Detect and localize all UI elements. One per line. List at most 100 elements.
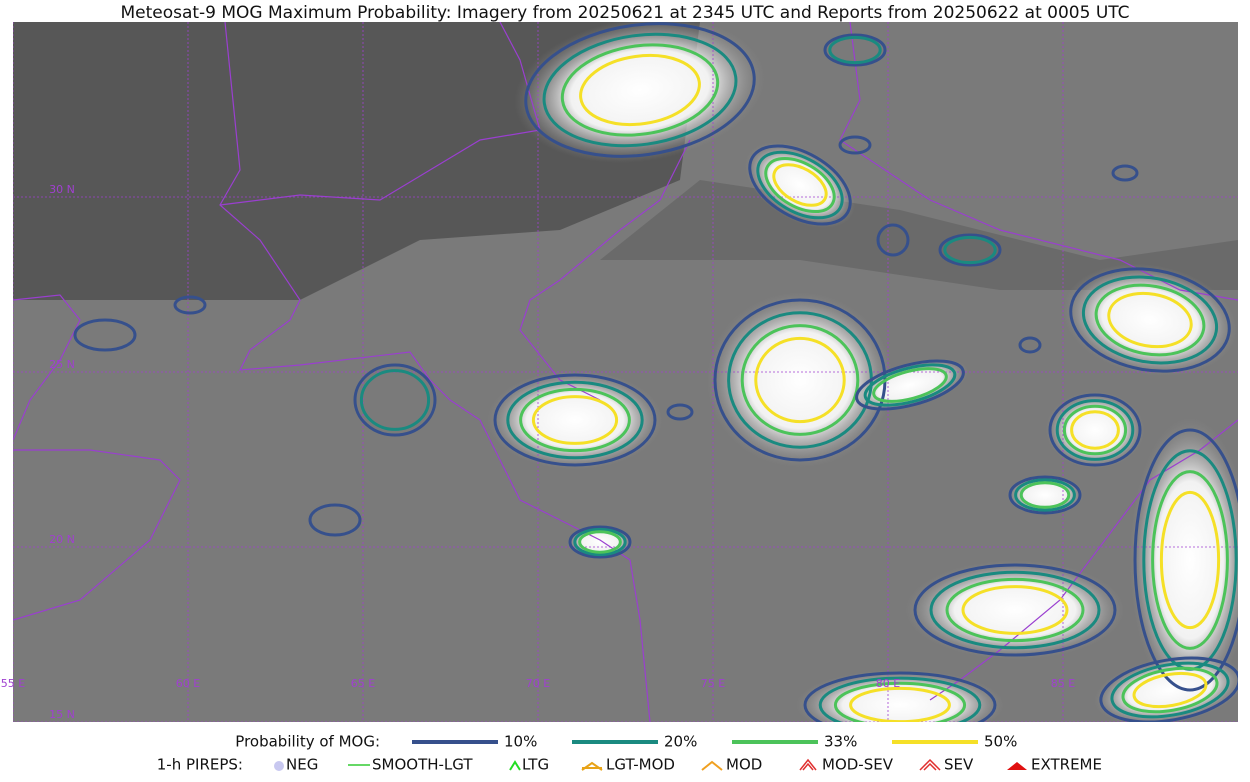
contour	[740, 324, 860, 436]
legend-title: Probability of MOG:	[235, 733, 380, 751]
contour	[754, 336, 846, 424]
lat-label: 25 N	[49, 358, 75, 371]
contour	[1107, 291, 1193, 349]
cloud	[706, 292, 894, 468]
legend-label: LTG	[522, 756, 549, 774]
cloud	[851, 358, 969, 412]
pirep-icon	[799, 758, 817, 771]
legend-label: 50%	[984, 733, 1017, 751]
contour	[573, 527, 627, 557]
lat-label: 20 N	[49, 533, 75, 546]
contour	[748, 144, 852, 226]
contour	[1133, 428, 1238, 692]
cloud	[487, 370, 663, 470]
contour	[863, 363, 957, 407]
contour	[1132, 671, 1208, 709]
title: Meteosat-9 MOG Maximum Probability: Imag…	[120, 3, 1129, 23]
cloud	[905, 560, 1125, 660]
legend-label: EXTREME	[1031, 756, 1102, 774]
legend-label: SMOOTH-LGT	[372, 756, 473, 774]
contour	[359, 369, 431, 431]
contour	[1099, 656, 1238, 722]
lon-label: 75 E	[701, 677, 725, 690]
contour	[493, 373, 657, 467]
contour	[1008, 475, 1082, 515]
contour	[1121, 666, 1219, 714]
contour	[1070, 410, 1120, 450]
legend-title: 1-h PIREPS:	[157, 756, 243, 774]
contour	[833, 681, 967, 722]
grid-labels: 55 E 60 E 65 E 70 E 75 E 80 E 85 E 30 N 25 N 20 N…	[1, 183, 1075, 721]
contour	[1069, 267, 1231, 373]
contour	[173, 295, 207, 315]
contour	[1014, 478, 1076, 512]
lon-label: 85 E	[1051, 677, 1075, 690]
contour	[568, 525, 632, 559]
contour	[578, 530, 622, 554]
contour	[579, 54, 701, 126]
contour	[849, 686, 951, 722]
map	[13, 22, 1238, 722]
legend-label: 33%	[824, 733, 857, 751]
legend-label: NEG	[286, 756, 318, 774]
pirep-icon	[509, 760, 521, 771]
contour	[1062, 404, 1128, 456]
contours	[73, 22, 1238, 722]
legend-label: MOD-SEV	[822, 756, 894, 774]
contour	[542, 32, 738, 148]
pirep-icon	[1007, 762, 1027, 770]
lon-label: 80 E	[876, 677, 900, 690]
contour	[506, 380, 644, 460]
contour	[1110, 661, 1230, 719]
contour	[913, 563, 1117, 657]
contour	[1048, 393, 1142, 467]
contour	[945, 577, 1085, 643]
lon-label: 55 E	[1, 677, 25, 690]
contour	[756, 150, 844, 220]
lat-label: 15 N	[49, 708, 75, 721]
legend-label: LGT-MOD	[606, 756, 675, 774]
legend-label: SEV	[944, 756, 974, 774]
contour	[560, 43, 720, 137]
contour	[666, 403, 694, 421]
contour	[764, 156, 836, 214]
contour	[803, 671, 997, 722]
contour	[1019, 481, 1071, 509]
pirep-icon	[919, 758, 941, 771]
contour	[876, 223, 910, 257]
lat-label: 30 N	[49, 183, 75, 196]
legend-label: 10%	[504, 733, 537, 751]
pirep-icon	[274, 761, 284, 771]
contour	[818, 676, 982, 722]
pirep-icon	[701, 760, 723, 771]
lon-label: 60 E	[176, 677, 200, 690]
contour	[823, 33, 887, 67]
cloud	[1045, 391, 1145, 469]
legend-label: 20%	[664, 733, 697, 751]
contour	[1018, 336, 1042, 354]
contour	[519, 387, 631, 453]
contour	[961, 585, 1069, 635]
contour	[353, 363, 437, 437]
contour	[524, 22, 756, 158]
cloud	[795, 669, 1005, 722]
contour	[943, 235, 997, 265]
contour	[1111, 164, 1139, 182]
lon-label: 70 E	[526, 677, 550, 690]
legend: Probability of MOG: 10% 20% 33% 50% 1-h PIREP…	[157, 733, 1102, 774]
pirep-icon	[581, 761, 603, 771]
contour	[531, 395, 619, 445]
contour	[772, 163, 828, 207]
contour	[308, 503, 362, 537]
contour	[1055, 399, 1135, 461]
contour	[1159, 490, 1221, 630]
lon-label: 65 E	[351, 677, 375, 690]
contour	[838, 135, 872, 155]
contour	[1094, 283, 1206, 357]
contour	[938, 233, 1002, 267]
contour	[828, 35, 882, 65]
contour	[855, 359, 965, 411]
contour	[1081, 275, 1219, 365]
contour	[1151, 470, 1229, 650]
